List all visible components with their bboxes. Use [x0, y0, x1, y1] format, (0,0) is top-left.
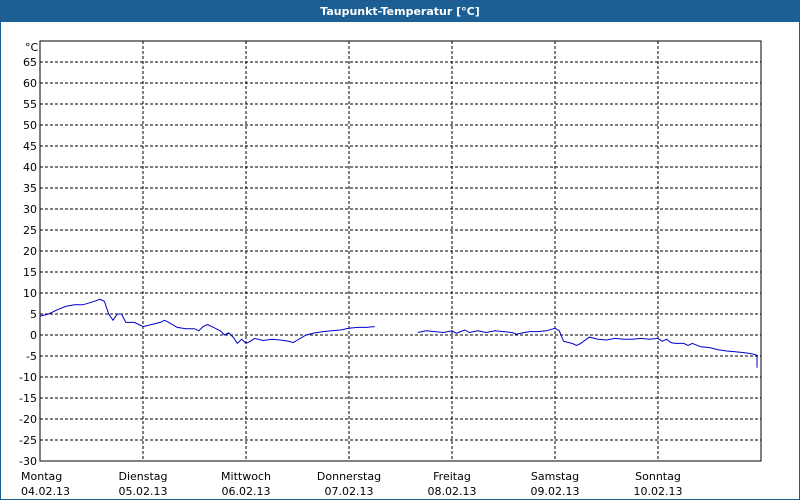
y-axis-unit-label: °C: [25, 41, 39, 54]
x-tick-label-day: Samstag: [531, 470, 579, 483]
x-tick-label-day: Freitag: [433, 470, 471, 483]
series-line-segment: [417, 327, 758, 368]
y-tick-label: -25: [19, 434, 37, 447]
x-tick-label-day: Mittwoch: [221, 470, 271, 483]
x-tick-label-date: 08.02.13: [428, 485, 477, 498]
x-tick-label-date: 05.02.13: [119, 485, 168, 498]
x-tick-label-day: Sonntag: [635, 470, 681, 483]
y-tick-label: 60: [23, 77, 37, 90]
grid-lines: [40, 41, 761, 461]
y-tick-label: -30: [19, 455, 37, 468]
y-tick-label: 35: [23, 182, 37, 195]
y-tick-label: 65: [23, 56, 37, 69]
x-tick-label-day: Montag: [21, 470, 62, 483]
chart-title: Taupunkt-Temperatur [°C]: [1, 1, 799, 22]
x-tick-label-day: Dienstag: [118, 470, 167, 483]
y-tick-label: 50: [23, 119, 37, 132]
y-tick-label: -20: [19, 413, 37, 426]
y-tick-label: 15: [23, 266, 37, 279]
x-tick-label-day: Donnerstag: [317, 470, 381, 483]
y-tick-label: 45: [23, 140, 37, 153]
y-tick-label: 40: [23, 161, 37, 174]
series-line-segment: [39, 298, 375, 345]
y-tick-label: -5: [26, 350, 37, 363]
x-tick-label-date: 09.02.13: [531, 485, 580, 498]
y-axis-ticks: 65605550454035302520151050-5-10-15-20-25…: [19, 56, 37, 468]
y-tick-label: -15: [19, 392, 37, 405]
x-tick-label-date: 07.02.13: [325, 485, 374, 498]
x-tick-label-date: 10.02.13: [634, 485, 683, 498]
x-axis-ticks: Montag 04.02.13 Dienstag 05.02.13 Mittwoch 06…: [21, 470, 682, 498]
y-tick-label: 0: [30, 329, 37, 342]
plot-area: [39, 40, 762, 462]
y-tick-label: 10: [23, 287, 37, 300]
y-tick-label: 5: [30, 308, 37, 321]
series-dewpoint: [39, 298, 758, 368]
y-tick-label: -10: [19, 371, 37, 384]
y-tick-label: 55: [23, 98, 37, 111]
y-tick-label: 20: [23, 245, 37, 258]
y-tick-label: 25: [23, 224, 37, 237]
x-tick-label-date: 04.02.13: [21, 485, 70, 498]
x-tick-label-date: 06.02.13: [222, 485, 271, 498]
y-tick-label: 30: [23, 203, 37, 216]
